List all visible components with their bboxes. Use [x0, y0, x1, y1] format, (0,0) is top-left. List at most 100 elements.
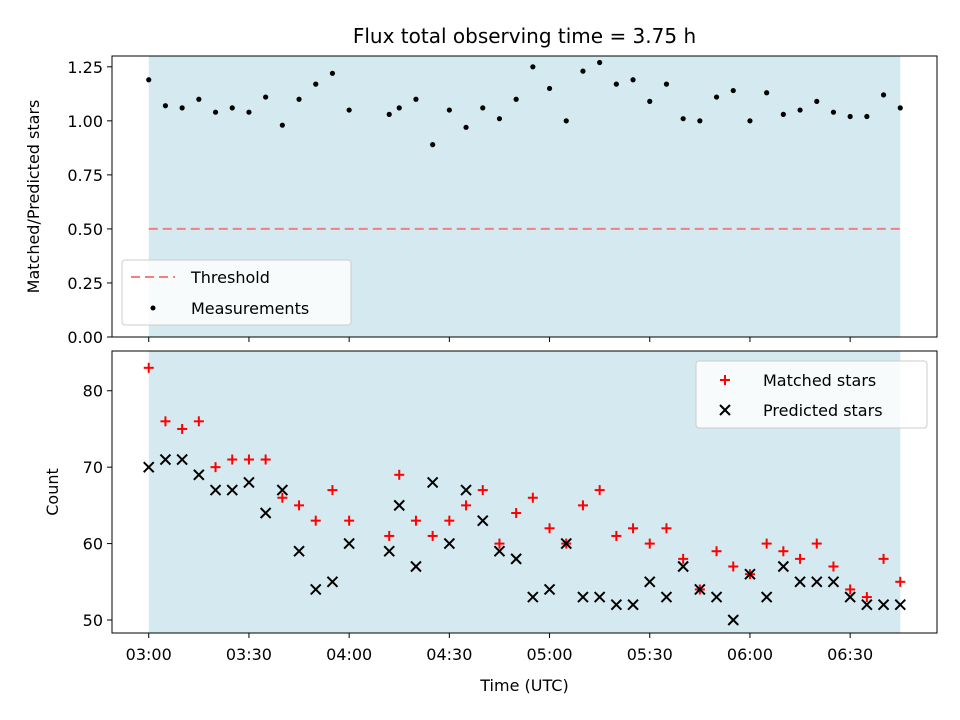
matched-star-point [628, 523, 639, 534]
count-y-axis-label: Count [43, 468, 62, 516]
predicted-star-point [677, 560, 689, 573]
measurement-point [747, 118, 753, 124]
measurement-point [396, 105, 402, 111]
legend-x-glyph [719, 404, 731, 416]
predicted-star-point [343, 537, 355, 550]
measurement-point [847, 113, 853, 120]
ratio-y-ticks: 0.00 0.25 0.50 0.75 1.00 1.25 [67, 58, 112, 347]
measurement-point [663, 81, 670, 87]
measurement-point [430, 142, 436, 148]
predicted-star-point [326, 576, 339, 588]
matched-star-point [795, 553, 806, 564]
predicted-star-point [276, 484, 289, 496]
x-tick-label: 05:30 [627, 645, 673, 664]
predicted-star-point [760, 591, 773, 603]
y-tick-label: 0.50 [67, 220, 103, 239]
predicted-star-point [259, 507, 272, 519]
matched-star-point [761, 538, 772, 549]
matched-star-point [728, 561, 739, 572]
predicted-star-point [577, 591, 589, 603]
x-tick-label: 05:00 [526, 645, 572, 664]
measurement-point [386, 111, 392, 117]
count-legend: Matched stars Predicted stars [695, 360, 928, 429]
matched-star-point [143, 362, 154, 373]
legend-predicted-swatch [719, 404, 731, 416]
x-tick-label: 03:30 [226, 645, 272, 664]
measurement-point [880, 92, 887, 98]
matched-star-point [394, 469, 405, 480]
predicted-star-point [310, 583, 322, 596]
predicted-star-point [593, 591, 606, 603]
matched-star-point [678, 553, 689, 564]
matched-star-point [344, 515, 355, 526]
measurement-point [580, 68, 586, 74]
y-tick-label: 0.75 [67, 166, 103, 185]
matched-star-point [878, 553, 889, 564]
matched-star-point [895, 576, 906, 587]
matched-star-point [527, 492, 538, 503]
matched-star-point [494, 538, 505, 549]
matched-star-point [661, 523, 672, 534]
predicted-star-point [794, 576, 806, 588]
predicted-star-point [710, 591, 723, 603]
measurement-point [196, 96, 202, 102]
measurement-point [480, 105, 486, 111]
count-series [143, 362, 906, 626]
y-tick-label: 50 [83, 611, 103, 630]
measurement-point [713, 94, 720, 100]
measurement-point [463, 124, 469, 130]
matched-star-point [427, 530, 438, 541]
measurement-point [830, 109, 837, 115]
measurement-point [797, 107, 803, 113]
predicted-star-point [861, 599, 873, 611]
predicted-star-point [527, 591, 539, 603]
predicted-star-point [193, 469, 205, 481]
ratio-legend: Threshold Measurements [121, 259, 352, 326]
matched-star-point [260, 454, 271, 465]
measurement-point [630, 77, 636, 83]
measurement-point [162, 103, 169, 109]
predicted-star-point [510, 553, 522, 565]
matched-star-point [177, 423, 188, 434]
x-tick-label: 06:30 [827, 645, 873, 664]
count-y-ticks: 50 60 70 80 [83, 382, 112, 630]
predicted-star-point [627, 599, 639, 611]
measurement-point [680, 116, 686, 122]
y-tick-label: 0.25 [67, 274, 103, 293]
matched-star-point [861, 592, 872, 603]
matched-star-point [577, 500, 588, 511]
legend-predicted-label: Predicted stars [763, 401, 883, 420]
matched-star-point [227, 454, 238, 465]
matched-star-point [811, 538, 822, 549]
measurements-series [146, 59, 903, 148]
ratio-panel: 0.00 0.25 0.50 0.75 1.00 1.25 Flux total obse… [24, 24, 938, 347]
matched-star-point [410, 515, 421, 526]
predicted-star-point [827, 576, 840, 588]
count-legend-box [695, 360, 928, 429]
matched-star-point [644, 538, 655, 549]
y-tick-label: 60 [83, 535, 103, 554]
matched-star-point [327, 485, 338, 496]
x-tick-label: 06:00 [727, 645, 773, 664]
measurement-point [179, 105, 185, 111]
predicted-star-point [777, 560, 790, 573]
measurement-point [814, 98, 820, 104]
measurement-point [613, 81, 619, 87]
predicted-star-point [477, 514, 489, 527]
measurement-point [263, 94, 269, 100]
matched-star-point [511, 508, 522, 519]
measurement-point [279, 122, 285, 128]
matched-star-point [277, 492, 288, 503]
ratio-x-ticks [148, 337, 851, 342]
matched-star-point [778, 546, 789, 557]
predicted-star-point [143, 461, 155, 473]
matched-star-point [594, 485, 605, 496]
measurement-point [313, 81, 319, 87]
matched-star-point [461, 500, 472, 511]
ratio-legend-box [121, 259, 352, 326]
matched-star-point [160, 416, 171, 427]
matched-star-point [611, 530, 622, 541]
predicted-star-point [243, 476, 255, 489]
predicted-star-point [844, 591, 856, 603]
